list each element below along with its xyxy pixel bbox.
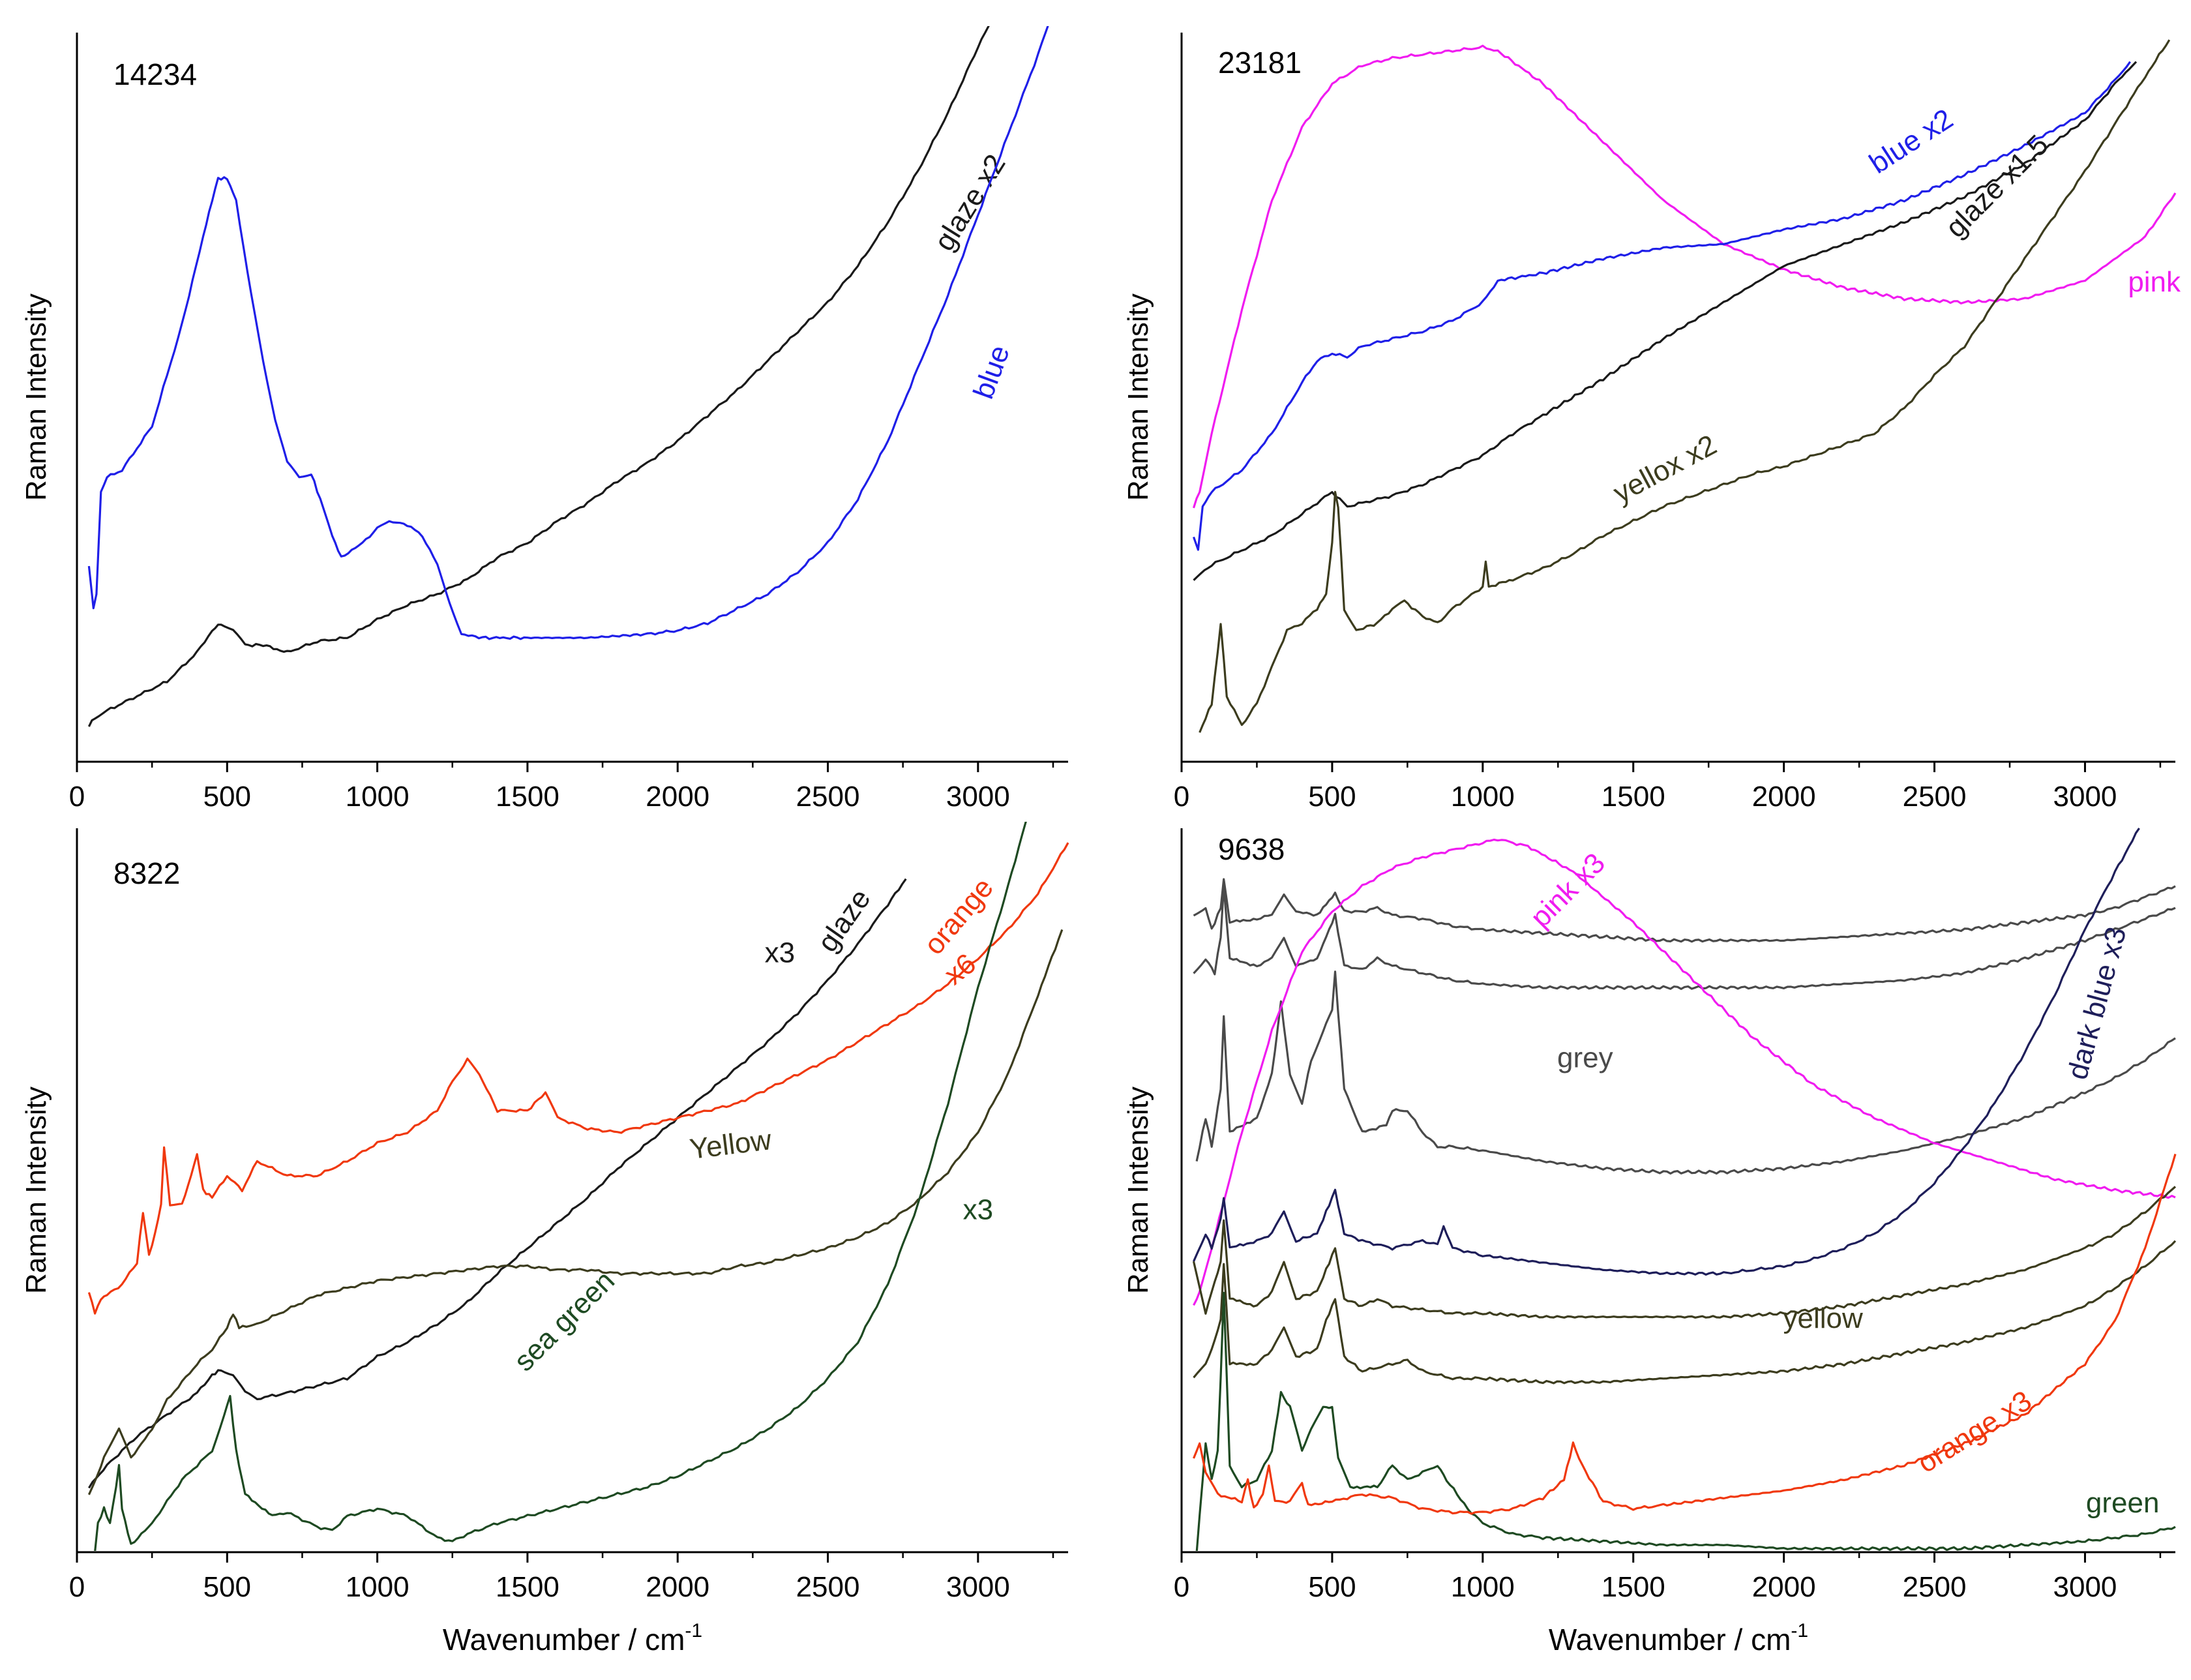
x-axis-label-sup: -1 — [685, 1620, 702, 1642]
x-tick-label: 2500 — [796, 781, 860, 813]
panel-title: 14234 — [113, 57, 197, 91]
series-label-grey: grey — [1557, 1042, 1613, 1073]
x-tick-label: 2000 — [1752, 1571, 1816, 1603]
series-line-glaze-x1-5 — [1193, 61, 2138, 581]
series-line-glaze — [88, 878, 907, 1489]
x-tick-label: 3000 — [2053, 781, 2117, 813]
y-axis-label: Raman Intensity — [20, 1087, 52, 1294]
x-tick-label: 500 — [1308, 1571, 1356, 1603]
x-tick-label: 3000 — [946, 781, 1010, 813]
series-line-grey-c — [1195, 970, 2176, 1175]
panel-p3: 0 500 1000 1500 2000 2500 3000 8322 Raman Intens… — [20, 822, 1069, 1657]
x-tick-label: 0 — [69, 1571, 85, 1603]
x-tick-label: 1500 — [496, 1571, 559, 1603]
series-label-yellow: Yellow — [688, 1124, 773, 1165]
series-line-yellow-b — [1193, 1240, 2177, 1385]
annotation-label: x3 — [765, 937, 795, 968]
x-tick-label: 2500 — [1903, 1571, 1967, 1603]
series-label-blue: blue — [967, 341, 1015, 403]
y-axis-label: Raman Intensity — [20, 293, 52, 501]
series-label-green: green — [2086, 1487, 2160, 1519]
series-line-orange-x3 — [1193, 1154, 2177, 1515]
series-label-glaze-x2: glaze x2 — [928, 149, 1011, 256]
series-label-pink-x3: pink x3 — [1525, 847, 1611, 934]
series-line-blue — [87, 26, 1049, 640]
x-tick-label: 1000 — [1451, 781, 1515, 813]
series-label-glaze-x1-5: glaze x1.5 — [1939, 128, 2054, 243]
panel-p4: 0 500 1000 1500 2000 2500 3000 9638 Raman Intens… — [1122, 828, 2177, 1657]
series-line-yellow — [1192, 1186, 2177, 1319]
x-tick-label: 3000 — [946, 1571, 1010, 1603]
series-line-yellow — [87, 929, 1064, 1495]
series-line-pink-x3 — [1193, 838, 2176, 1306]
x-tick-label: 0 — [1174, 781, 1189, 813]
series-line-dark-blue-x3 — [1193, 828, 2140, 1276]
x-tick-label: 500 — [203, 781, 251, 813]
series-line-grey-b — [1193, 884, 2176, 990]
x-tick-label: 2500 — [796, 1571, 860, 1603]
series-label-blue-x2: blue x2 — [1864, 103, 1959, 180]
x-tick-label: 2000 — [646, 1571, 709, 1603]
series-label-orange-x3: orange x3 — [1912, 1385, 2037, 1479]
x-tick-label: 1500 — [1602, 781, 1665, 813]
series-line-pink — [1192, 44, 2177, 509]
series-label-glaze: glaze — [811, 883, 876, 957]
x-tick-label: 0 — [1174, 1571, 1189, 1603]
x-tick-label: 1500 — [1602, 1571, 1665, 1603]
series-line-sea-green — [94, 822, 1027, 1551]
series-line-glaze-x2 — [87, 26, 990, 727]
panel-title: 8322 — [113, 856, 180, 890]
x-tick-label: 1000 — [346, 781, 410, 813]
panel-title: 9638 — [1218, 832, 1285, 866]
x-tick-label: 1000 — [346, 1571, 410, 1603]
series-label-pink: pink — [2128, 266, 2181, 298]
x-tick-label: 2000 — [1752, 781, 1816, 813]
x-axis-label-text: Wavenumber / cm — [1549, 1623, 1791, 1657]
series-label-yellox-x2: yellox x2 — [1608, 428, 1722, 509]
x-tick-label: 500 — [1308, 781, 1356, 813]
x-axis-label: Wavenumber / cm-1 — [1549, 1620, 1808, 1657]
x-tick-label: 500 — [203, 1571, 251, 1603]
x-axis-label: Wavenumber / cm-1 — [443, 1620, 702, 1657]
panel-p1: 0 500 1000 1500 2000 2500 3000 14234 Raman Inten… — [20, 26, 1068, 813]
x-tick-label: 2500 — [1903, 781, 1967, 813]
panel-title: 23181 — [1218, 46, 1302, 80]
series-line-blue-x2 — [1192, 61, 2132, 551]
y-axis-label: Raman Intensity — [1122, 1087, 1154, 1294]
x-tick-label: 2000 — [646, 781, 709, 813]
x-tick-label: 3000 — [2053, 1571, 2117, 1603]
x-tick-label: 1500 — [496, 781, 559, 813]
panel-p2: 0 500 1000 1500 2000 2500 3000 23181 Raman Inten… — [1122, 33, 2181, 813]
x-axis-label-sup: -1 — [1791, 1620, 1808, 1642]
x-axis-label-text: Wavenumber / cm — [443, 1623, 685, 1657]
series-label-yellow: yellow — [1783, 1302, 1863, 1334]
x-tick-label: 1000 — [1451, 1571, 1515, 1603]
x-tick-label: 0 — [69, 781, 85, 813]
series-line-yellox-x2 — [1199, 39, 2171, 733]
series-line-orange — [87, 842, 1069, 1315]
annotation-label: x3 — [963, 1193, 993, 1225]
series-line-green — [1195, 1291, 2176, 1551]
series-label-dark-blue-x3: dark blue x3 — [2061, 923, 2132, 1083]
y-axis-label: Raman Intensity — [1122, 293, 1154, 501]
series-label-sea-green: sea green — [508, 1265, 621, 1377]
series-line-grey — [1193, 878, 2176, 943]
